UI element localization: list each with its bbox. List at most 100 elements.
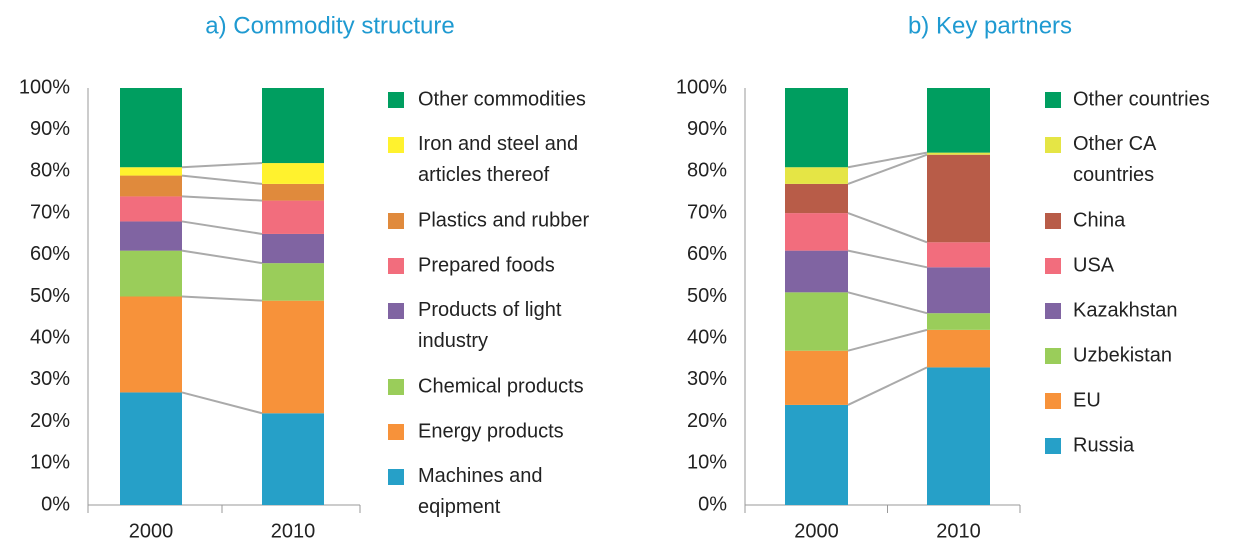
connector (847, 249, 928, 269)
y-tick-label: 40% (30, 326, 70, 348)
bar-segment (262, 183, 324, 201)
y-tick-label: 50% (687, 285, 727, 307)
legend-label: Plastics and rubber (418, 209, 590, 231)
legend-swatch (388, 379, 404, 395)
legend-swatch (1045, 213, 1061, 229)
bar-segment (120, 167, 182, 176)
legend-label: Other commodities (418, 88, 586, 110)
bar-segment (262, 413, 324, 505)
y-tick-label: 90% (30, 118, 70, 140)
y-tick-label: 10% (687, 452, 727, 474)
legend-swatch (1045, 137, 1061, 153)
bar-segment (785, 292, 848, 351)
bar-segment (120, 392, 182, 505)
connector (181, 195, 263, 202)
bar-segment (120, 221, 182, 251)
y-tick-label: 100% (19, 76, 70, 98)
bar-segment (262, 233, 324, 264)
bar-segment (785, 250, 848, 293)
bar-segment (927, 152, 990, 155)
bar-segment (262, 200, 324, 234)
y-tick-label: 20% (687, 410, 727, 432)
bar-segment (262, 300, 324, 414)
x-tick-label: 2000 (129, 520, 174, 542)
legend-swatch (388, 258, 404, 274)
bar-segment (262, 163, 324, 184)
legend-label: Energy products (418, 420, 564, 442)
bar-segment (927, 267, 990, 314)
legend-label: Other countries (1073, 88, 1210, 110)
y-tick-label: 10% (30, 452, 70, 474)
connector (847, 328, 928, 352)
bar-segment (785, 213, 848, 251)
legend-label: EU (1073, 389, 1101, 411)
bar-segment (785, 350, 848, 405)
y-tick-label: 50% (30, 285, 70, 307)
legend-label: Other CA countries (1073, 133, 1157, 186)
y-tick-label: 70% (30, 201, 70, 223)
legend-label: Russia (1073, 434, 1135, 456)
bar-segment (927, 329, 990, 368)
y-tick-label: 60% (687, 243, 727, 265)
bar-segment (927, 154, 990, 243)
connector (181, 249, 263, 265)
y-tick-label: 40% (687, 326, 727, 348)
connector (847, 366, 928, 406)
legend-label: Products of light industry (418, 299, 562, 352)
y-tick-label: 70% (687, 201, 727, 223)
bar-segment (785, 88, 848, 168)
y-tick-label: 90% (687, 118, 727, 140)
legend-swatch (1045, 303, 1061, 319)
legend-swatch (1045, 393, 1061, 409)
connector (181, 174, 263, 185)
legend-swatch (388, 137, 404, 153)
y-tick-label: 80% (30, 160, 70, 182)
chart-title: a) Commodity structure (205, 12, 454, 39)
y-tick-label: 30% (30, 368, 70, 390)
connector (181, 391, 263, 415)
bar-segment (927, 242, 990, 268)
connector (847, 153, 928, 185)
connector (181, 295, 263, 302)
connector (181, 220, 263, 235)
legend-label: Iron and steel and articles thereof (418, 133, 578, 186)
y-tick-label: 0% (41, 493, 70, 515)
legend-swatch (1045, 92, 1061, 108)
y-tick-label: 20% (30, 410, 70, 432)
connector (847, 212, 928, 244)
legend-swatch (388, 424, 404, 440)
x-tick-label: 2010 (936, 520, 981, 542)
bar-segment (785, 404, 848, 505)
connector (847, 291, 928, 315)
bar-segment (927, 88, 990, 153)
legend-swatch (1045, 258, 1061, 274)
bar-segment (785, 167, 848, 184)
legend-label: Uzbekistan (1073, 344, 1172, 366)
legend-swatch (388, 213, 404, 229)
legend-label: Machines and eqipment (418, 465, 543, 518)
bar-segment (785, 183, 848, 214)
connector (181, 162, 263, 169)
legend-label: USA (1073, 254, 1115, 276)
connector (847, 151, 928, 169)
bar-segment (120, 250, 182, 297)
bar-segment (120, 196, 182, 222)
x-tick-label: 2010 (271, 520, 316, 542)
bar-segment (120, 296, 182, 393)
y-tick-label: 100% (676, 76, 727, 98)
chart-title: b) Key partners (908, 12, 1072, 39)
x-tick-label: 2000 (794, 520, 839, 542)
chart: b) Key partners 0% 10% 20% 30% 40% 50% 60% 70% 80… (676, 12, 1210, 542)
legend-swatch (388, 92, 404, 108)
chart: a) Commodity structure 0% 10% 20% 30% 40% 50% 6… (19, 12, 590, 542)
legend-label: Kazakhstan (1073, 299, 1178, 321)
y-tick-label: 30% (687, 368, 727, 390)
legend-swatch (388, 303, 404, 319)
y-tick-label: 0% (698, 493, 727, 515)
bar-segment (927, 367, 990, 505)
bar-segment (120, 88, 182, 168)
legend-label: China (1073, 209, 1126, 231)
legend-swatch (1045, 348, 1061, 364)
y-tick-label: 60% (30, 243, 70, 265)
